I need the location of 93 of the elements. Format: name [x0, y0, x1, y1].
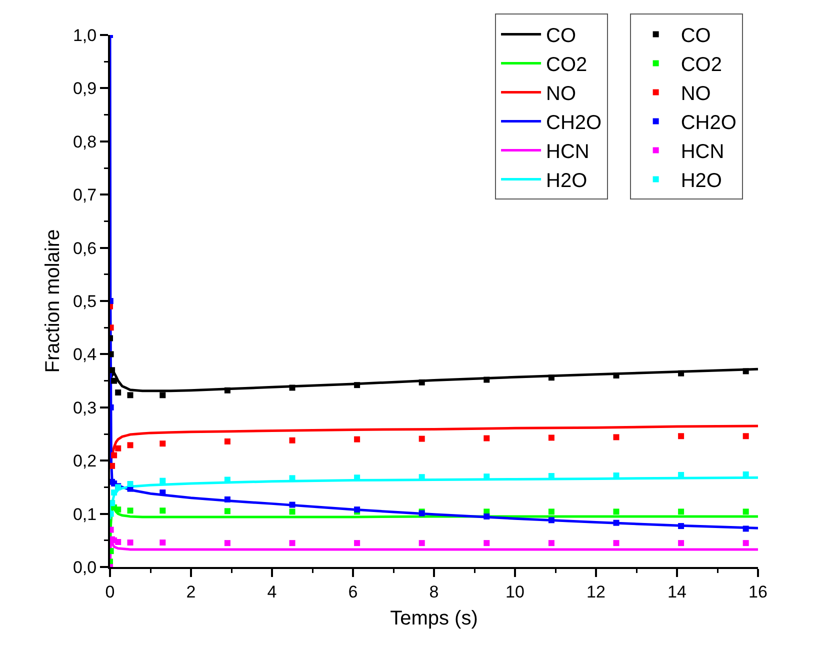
point: [548, 517, 554, 524]
legend-label: CO2: [546, 54, 588, 76]
y-tick-label: 0,6: [72, 238, 97, 258]
point: [484, 435, 490, 442]
x-tick-label: 0: [105, 582, 115, 602]
point: [224, 438, 230, 444]
point: [224, 540, 230, 546]
point: [224, 387, 230, 394]
point: [548, 374, 554, 381]
point: [110, 367, 116, 374]
point: [115, 506, 122, 513]
legend-label: NO: [546, 83, 576, 106]
point: [160, 440, 166, 447]
point: [127, 508, 134, 514]
point: [160, 540, 166, 546]
x-tick-label: 14: [668, 582, 686, 602]
y-tick-label: 0,4: [72, 345, 97, 364]
legend-label: CO2: [680, 54, 722, 76]
point: [484, 540, 490, 546]
point: [678, 523, 684, 530]
point: [484, 513, 490, 520]
point: [111, 452, 118, 458]
point: [613, 508, 620, 515]
point: [160, 508, 166, 514]
x-tick-label: 8: [429, 582, 439, 602]
point: [127, 481, 134, 488]
y-tick-label: 0,9: [72, 79, 97, 98]
point: [115, 390, 122, 396]
legend-label: CO: [680, 25, 711, 48]
point: [160, 478, 166, 484]
point: [613, 372, 620, 378]
legend-label: CH2O: [680, 112, 736, 134]
point: [224, 508, 230, 514]
point: [127, 392, 134, 398]
point: [678, 433, 684, 440]
x-tick-label: 2: [186, 582, 196, 602]
point: [418, 436, 425, 442]
point: [678, 540, 684, 546]
y-axis-title: Fraction molaire: [42, 229, 64, 373]
point: [678, 370, 684, 376]
point: [160, 392, 166, 398]
legend-label: CH2O: [546, 112, 602, 134]
y-tick-label: 0,5: [72, 292, 97, 311]
y-tick-label: 0,1: [72, 504, 97, 524]
point: [224, 496, 230, 502]
point: [742, 368, 749, 374]
point: [418, 379, 425, 386]
point: [613, 540, 620, 546]
y-tick-label: 0,0: [72, 558, 97, 577]
point: [354, 436, 360, 442]
point: [613, 434, 620, 440]
point: [484, 376, 490, 383]
y-tick-label: 0,3: [72, 398, 97, 418]
legend-label: NO: [680, 83, 711, 106]
y-tick-label: 0,8: [72, 132, 97, 152]
point: [115, 539, 122, 545]
point: [548, 508, 554, 515]
point: [548, 434, 554, 441]
point: [111, 378, 118, 384]
y-tick-label: 0,2: [72, 452, 97, 471]
legend-label: H2O: [546, 170, 588, 192]
point: [548, 540, 554, 546]
x-tick-label: 10: [506, 582, 524, 602]
point: [613, 520, 620, 526]
y-tick-label: 1,0: [72, 26, 97, 45]
point: [354, 382, 360, 388]
point: [289, 437, 296, 444]
point: [289, 384, 296, 391]
point: [678, 508, 684, 515]
x-tick-label: 16: [748, 582, 768, 602]
x-tick-label: 6: [348, 582, 358, 602]
point: [110, 462, 116, 469]
legend-label: CO: [546, 25, 576, 48]
point: [742, 526, 749, 532]
point: [127, 442, 134, 448]
x-tick-label: 4: [267, 582, 277, 602]
point: [111, 490, 118, 496]
point: [742, 540, 749, 546]
point: [742, 508, 749, 515]
legend-label: H2O: [680, 170, 722, 192]
point: [742, 433, 749, 440]
point: [418, 540, 425, 546]
point: [354, 540, 360, 546]
point: [289, 508, 296, 515]
y-tick-label: 0,7: [72, 186, 97, 205]
point: [115, 445, 122, 452]
legend-label: HCN: [546, 141, 590, 164]
x-axis-title: Temps (s): [390, 607, 478, 630]
legend-label: HCN: [680, 141, 724, 164]
x-tick-label: 12: [586, 582, 606, 602]
point: [289, 540, 296, 546]
point: [127, 540, 134, 546]
point: [289, 502, 296, 508]
